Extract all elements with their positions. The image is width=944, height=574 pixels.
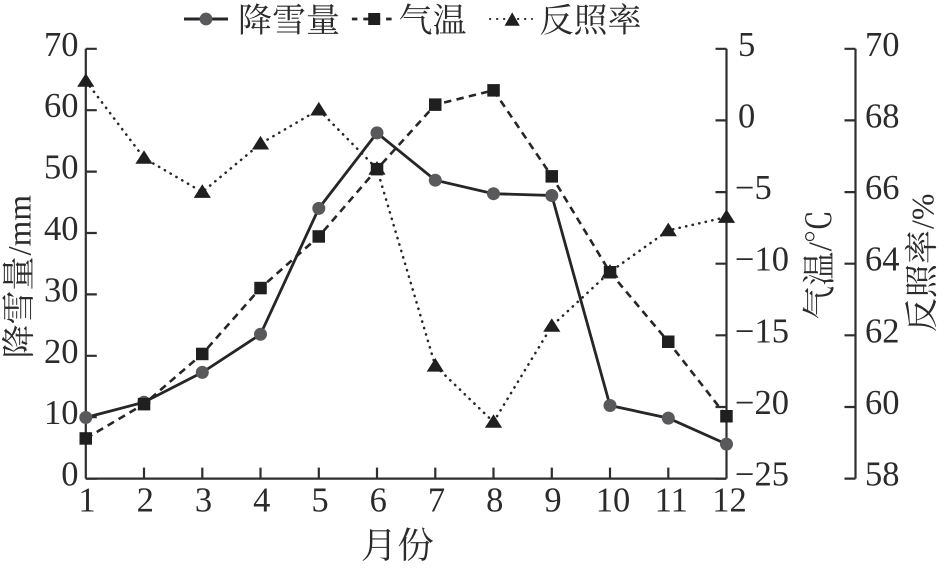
svg-text:60: 60 <box>865 384 900 422</box>
svg-text:70: 70 <box>44 26 79 64</box>
svg-text:10: 10 <box>596 482 631 520</box>
svg-text:/: / <box>803 241 839 251</box>
svg-text:/mm: /mm <box>3 195 39 256</box>
svg-text:70: 70 <box>865 26 900 64</box>
svg-text:62: 62 <box>865 312 900 350</box>
svg-text:0: 0 <box>61 456 78 494</box>
svg-text:9: 9 <box>544 482 561 520</box>
svg-text:50: 50 <box>44 149 79 187</box>
svg-text:0: 0 <box>738 97 755 135</box>
svg-text:7: 7 <box>428 482 445 520</box>
svg-text:1: 1 <box>78 482 95 520</box>
svg-text:2: 2 <box>137 482 154 520</box>
svg-text:5: 5 <box>738 26 755 64</box>
svg-text:68: 68 <box>865 97 900 135</box>
svg-text:20: 20 <box>44 333 79 371</box>
svg-text:64: 64 <box>865 241 900 279</box>
svg-text:4: 4 <box>253 482 270 520</box>
svg-text:66: 66 <box>865 169 900 207</box>
svg-text:58: 58 <box>865 456 900 494</box>
svg-text:60: 60 <box>44 87 79 125</box>
svg-text:30: 30 <box>44 271 79 309</box>
svg-text:40: 40 <box>44 210 79 248</box>
svg-text:−10: −10 <box>735 241 789 279</box>
svg-text:−15: −15 <box>735 312 789 350</box>
svg-text:6: 6 <box>370 482 387 520</box>
svg-text:−25: −25 <box>735 456 789 494</box>
svg-text:3: 3 <box>195 482 212 520</box>
svg-text:12: 12 <box>712 482 747 520</box>
svg-text:/%: /% <box>905 193 941 229</box>
svg-text:8: 8 <box>486 482 503 520</box>
svg-text:10: 10 <box>44 394 79 432</box>
svg-text:11: 11 <box>655 482 688 520</box>
svg-text:−5: −5 <box>735 169 772 207</box>
svg-text:5: 5 <box>311 482 328 520</box>
svg-text:−20: −20 <box>735 384 789 422</box>
